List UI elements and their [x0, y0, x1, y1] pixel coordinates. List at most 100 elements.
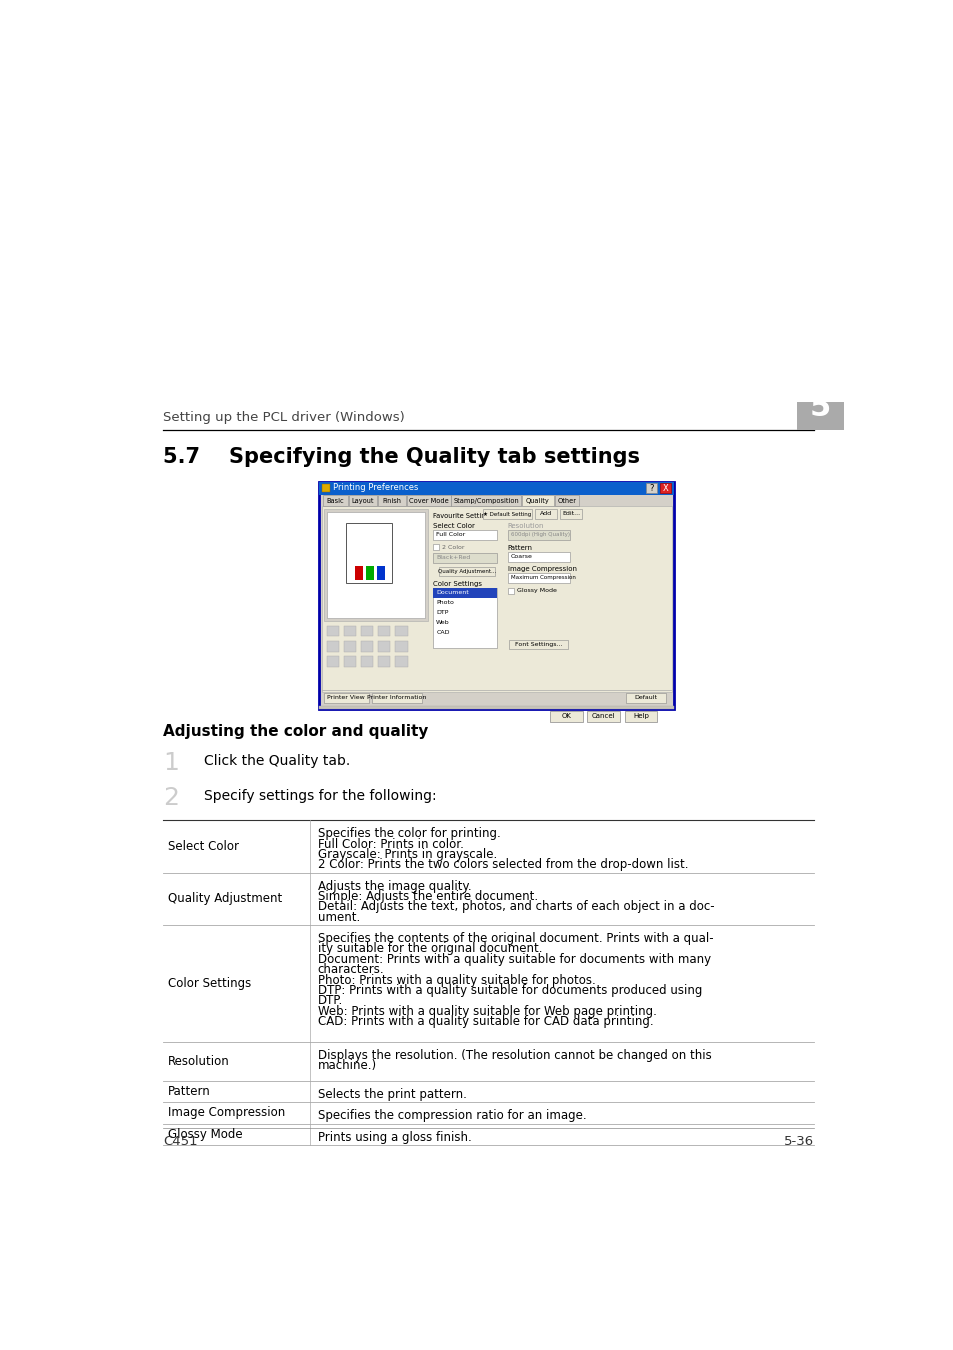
Text: characters.: characters.	[317, 963, 384, 976]
Text: Simple: Adjusts the entire document.: Simple: Adjusts the entire document.	[317, 890, 537, 903]
Bar	[377, 641, 390, 652]
Text: Web: Web	[436, 620, 450, 625]
Text: Coarse: Coarse	[510, 554, 532, 559]
Bar	[377, 495, 406, 506]
Bar	[323, 495, 348, 506]
Bar	[323, 694, 369, 703]
Bar	[327, 513, 425, 618]
Text: Quality Adjustment: Quality Adjustment	[168, 892, 282, 906]
Text: Cancel: Cancel	[591, 713, 615, 720]
Text: Adjusting the color and quality: Adjusting the color and quality	[163, 724, 428, 738]
Text: Printer View: Printer View	[327, 695, 365, 701]
Bar	[377, 656, 390, 667]
Text: Click the Quality tab.: Click the Quality tab.	[204, 755, 351, 768]
Text: Quality Adjustment...: Quality Adjustment...	[437, 570, 496, 574]
Text: Cover Mode: Cover Mode	[409, 498, 448, 504]
Bar	[624, 711, 657, 722]
Bar	[507, 587, 513, 594]
Text: Black+Red: Black+Red	[436, 555, 470, 560]
Bar	[348, 495, 376, 506]
Text: 1: 1	[163, 751, 179, 775]
Text: Image Compression: Image Compression	[168, 1107, 285, 1119]
Text: ity suitable for the original document.: ity suitable for the original document.	[317, 942, 541, 956]
Bar	[344, 625, 356, 636]
Text: Specify settings for the following:: Specify settings for the following:	[204, 788, 436, 803]
Text: DTP.: DTP.	[317, 995, 342, 1007]
Bar	[433, 554, 497, 563]
Text: Select Color: Select Color	[168, 840, 239, 853]
Text: Displays the resolution. (The resolution cannot be changed on this: Displays the resolution. (The resolution…	[317, 1049, 711, 1062]
Bar	[433, 587, 497, 598]
Text: machine.): machine.)	[317, 1060, 376, 1072]
Text: CAD: CAD	[436, 630, 449, 634]
Bar	[319, 482, 674, 709]
Text: Glossy Mode: Glossy Mode	[168, 1129, 242, 1141]
Bar	[451, 495, 520, 506]
Bar	[507, 531, 569, 540]
Text: Layout: Layout	[352, 498, 374, 504]
Text: OK: OK	[561, 713, 571, 720]
Text: Image Compression: Image Compression	[507, 566, 576, 572]
Bar	[625, 694, 666, 703]
Text: Detail: Adjusts the text, photos, and charts of each object in a doc-: Detail: Adjusts the text, photos, and ch…	[317, 900, 714, 914]
Text: Maximum Compression: Maximum Compression	[510, 575, 575, 580]
Text: 5-36: 5-36	[783, 1134, 814, 1148]
Text: Photo: Photo	[436, 599, 454, 605]
Text: Resolution: Resolution	[507, 524, 543, 529]
Bar	[319, 482, 674, 495]
Bar	[554, 495, 578, 506]
Text: Document: Document	[436, 590, 469, 595]
Text: Help: Help	[632, 713, 648, 720]
Bar	[321, 506, 671, 691]
Text: Finish: Finish	[382, 498, 401, 504]
Bar	[659, 483, 670, 493]
Text: 2: 2	[163, 786, 179, 810]
Bar	[587, 711, 619, 722]
Bar	[327, 641, 339, 652]
Bar	[433, 587, 497, 648]
Text: ?: ?	[649, 485, 653, 493]
Bar	[433, 544, 439, 549]
Text: 2 Color: 2 Color	[441, 544, 464, 549]
Bar	[372, 694, 421, 703]
Text: Printer Information: Printer Information	[367, 695, 426, 701]
Bar	[355, 566, 363, 580]
Bar	[323, 509, 428, 621]
Bar	[395, 656, 407, 667]
Text: 5: 5	[809, 393, 830, 423]
Text: Specifies the contents of the original document. Prints with a qual-: Specifies the contents of the original d…	[317, 931, 713, 945]
Text: Stamp/Composition: Stamp/Composition	[453, 498, 518, 504]
Bar	[521, 495, 554, 506]
Bar	[507, 574, 569, 583]
Bar	[433, 531, 497, 540]
Bar	[645, 483, 657, 493]
Bar	[360, 641, 373, 652]
Text: ument.: ument.	[317, 911, 359, 923]
Bar	[376, 566, 385, 580]
Text: Setting up the PCL driver (Windows): Setting up the PCL driver (Windows)	[163, 410, 405, 424]
Text: 2 Color: Prints the two colors selected from the drop-down list.: 2 Color: Prints the two colors selected …	[317, 859, 687, 872]
Text: Grayscale: Prints in grayscale.: Grayscale: Prints in grayscale.	[317, 848, 497, 861]
Bar	[360, 656, 373, 667]
Bar	[319, 706, 674, 709]
Text: Color Settings: Color Settings	[168, 977, 251, 990]
Bar	[439, 567, 495, 576]
Text: Other: Other	[557, 498, 576, 504]
Text: Pattern: Pattern	[507, 544, 532, 551]
Text: Prints using a gloss finish.: Prints using a gloss finish.	[317, 1131, 471, 1143]
Text: Resolution: Resolution	[168, 1054, 230, 1068]
Text: Glossy Mode: Glossy Mode	[517, 589, 557, 594]
Bar	[395, 625, 407, 636]
Bar	[322, 483, 330, 491]
Bar	[327, 625, 339, 636]
Text: DTP: Prints with a quality suitable for documents produced using: DTP: Prints with a quality suitable for …	[317, 984, 701, 996]
Text: DTP: DTP	[436, 610, 448, 616]
Text: Basic: Basic	[326, 498, 344, 504]
Bar	[483, 509, 531, 520]
Text: Web: Prints with a quality suitable for Web page printing.: Web: Prints with a quality suitable for …	[317, 1004, 656, 1018]
Text: Photo: Prints with a quality suitable for photos.: Photo: Prints with a quality suitable fo…	[317, 973, 595, 987]
Bar	[407, 495, 450, 506]
Text: Printing Preferences: Printing Preferences	[333, 483, 418, 493]
Bar	[559, 509, 581, 520]
Bar	[360, 625, 373, 636]
